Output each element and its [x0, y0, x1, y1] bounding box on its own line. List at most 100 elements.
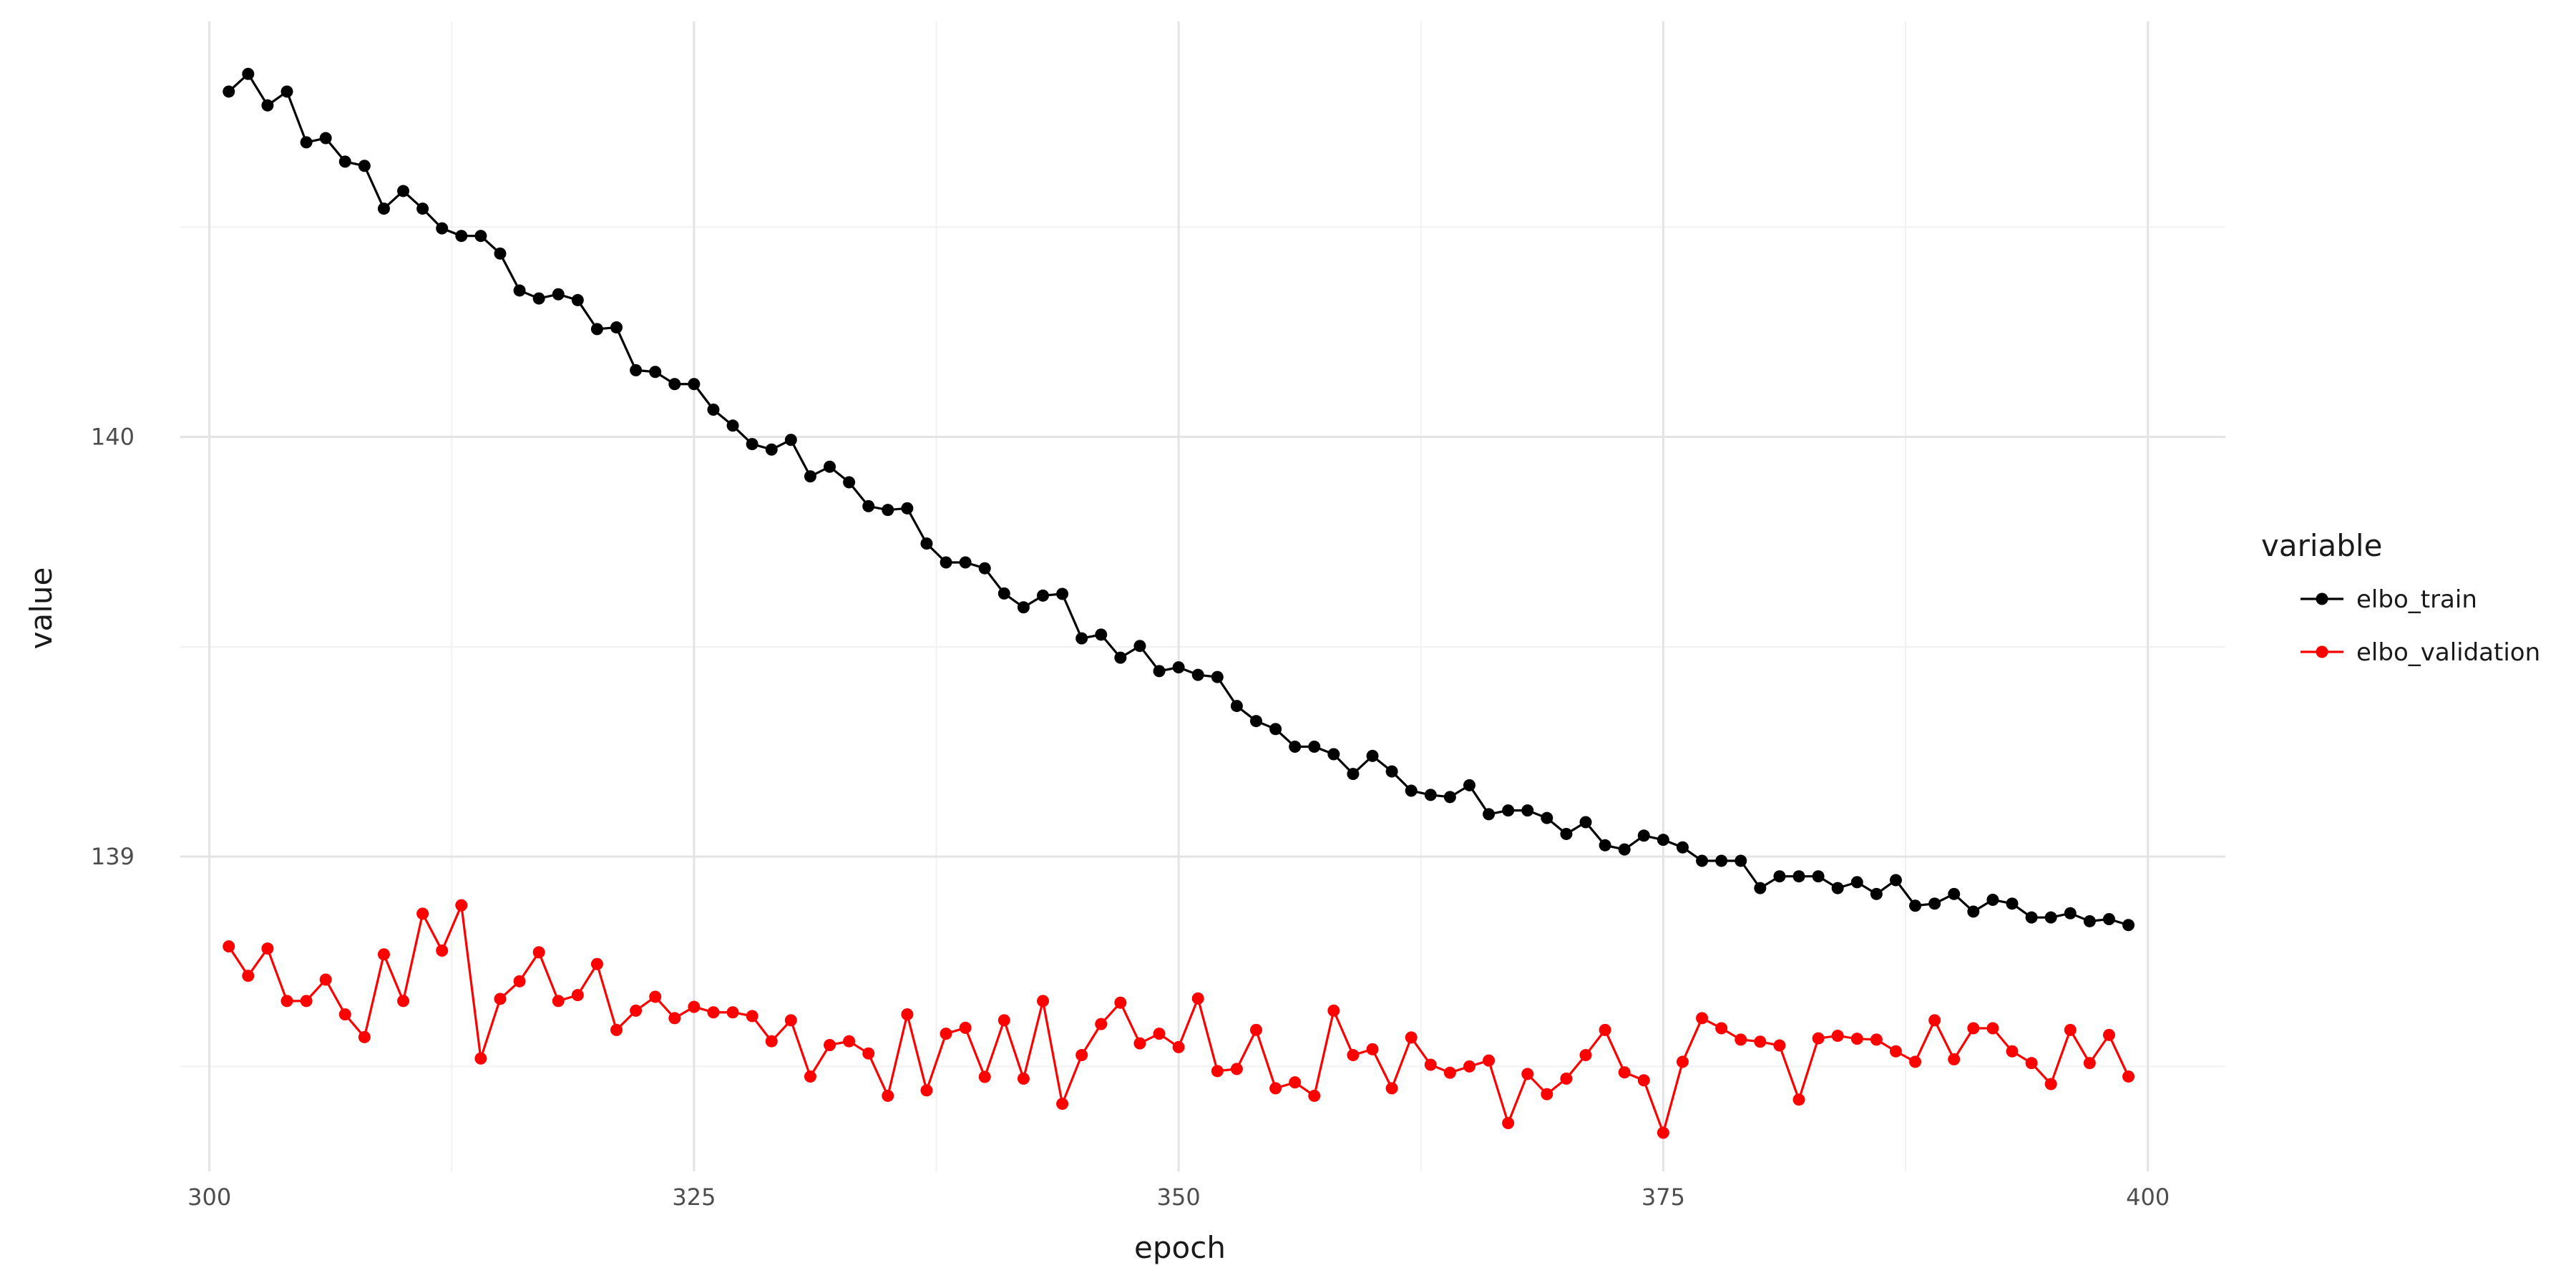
data-point — [630, 364, 643, 376]
data-point — [1463, 1060, 1475, 1073]
data-point — [901, 1008, 914, 1021]
data-point — [1502, 804, 1515, 817]
data-point — [1618, 843, 1631, 856]
data-point — [1443, 791, 1456, 804]
x-tick-label: 375 — [1641, 1184, 1685, 1211]
data-point — [280, 995, 293, 1008]
data-point — [1909, 1055, 1922, 1068]
legend-title: variable — [2261, 528, 2382, 563]
data-point — [1230, 700, 1243, 713]
data-point — [1967, 1022, 1980, 1035]
data-point — [1812, 870, 1825, 883]
data-point — [882, 504, 894, 517]
x-axis-ticks: 300 325 350 375 400 — [187, 1184, 2170, 1211]
data-point — [688, 378, 701, 391]
data-point — [319, 973, 332, 986]
data-point — [997, 587, 1010, 600]
data-point — [1385, 765, 1398, 778]
data-point — [1056, 587, 1069, 600]
data-point — [862, 499, 875, 512]
data-point — [610, 1023, 623, 1036]
data-point — [1889, 874, 1902, 887]
data-point — [416, 203, 429, 215]
data-point — [978, 562, 991, 575]
data-point — [1676, 1055, 1689, 1068]
data-point — [532, 946, 545, 959]
data-point — [1637, 829, 1650, 842]
data-point — [280, 85, 293, 98]
data-point — [1153, 1028, 1166, 1040]
data-point — [1191, 992, 1204, 1005]
data-point — [1967, 905, 1980, 918]
data-point — [765, 1035, 778, 1048]
data-point — [1754, 882, 1767, 894]
data-point — [2006, 1045, 2019, 1058]
data-point — [377, 203, 390, 215]
legend-item-elbo_train: elbo_train — [2301, 585, 2477, 614]
data-point — [1657, 1126, 1669, 1139]
data-point — [1191, 668, 1204, 681]
data-point — [1986, 1022, 1999, 1035]
data-point — [1037, 589, 1050, 602]
data-point — [1521, 804, 1534, 817]
data-point — [649, 990, 662, 1003]
data-point — [300, 995, 313, 1008]
data-point — [300, 136, 313, 149]
data-point — [2006, 897, 2019, 910]
data-point — [1114, 996, 1127, 1009]
data-point — [1133, 640, 1146, 653]
data-point — [707, 1006, 720, 1019]
data-point — [824, 460, 836, 473]
data-point — [1037, 995, 1050, 1008]
legend: variable elbo_train elbo_validation — [2261, 528, 2540, 667]
data-point — [1696, 1012, 1709, 1025]
data-point — [552, 995, 565, 1008]
data-point — [1056, 1098, 1069, 1111]
data-point — [1424, 1058, 1437, 1071]
data-point — [784, 434, 797, 447]
data-point — [1075, 632, 1088, 645]
data-point — [261, 942, 274, 955]
legend-key-point — [2316, 592, 2328, 605]
data-point — [1249, 1023, 1262, 1036]
data-point — [1095, 628, 1108, 641]
data-point — [1289, 740, 1302, 753]
data-point — [765, 443, 778, 456]
data-point — [2083, 914, 2096, 927]
data-point — [552, 288, 565, 301]
data-point — [494, 247, 507, 260]
data-point — [843, 1035, 856, 1048]
data-point — [1308, 740, 1321, 753]
x-tick-label: 400 — [2126, 1184, 2170, 1211]
data-point — [978, 1070, 991, 1083]
data-point — [1735, 1033, 1747, 1046]
x-axis-title: epoch — [1134, 1230, 1226, 1265]
data-point — [1114, 651, 1127, 664]
data-point — [1715, 854, 1728, 867]
data-point — [1483, 1054, 1496, 1067]
data-point — [1599, 1023, 1611, 1036]
y-axis-title: value — [24, 567, 59, 650]
data-point — [474, 1052, 487, 1065]
data-point — [2122, 919, 2135, 932]
data-point — [1366, 749, 1379, 762]
data-point — [494, 992, 507, 1005]
data-point — [1502, 1117, 1515, 1130]
data-point — [1831, 882, 1844, 894]
series-elbo_validation — [223, 899, 2135, 1139]
data-point — [1289, 1076, 1302, 1089]
legend-label: elbo_train — [2356, 585, 2477, 614]
data-point — [726, 1006, 739, 1019]
data-point — [1850, 1033, 1863, 1045]
data-point — [1735, 854, 1747, 867]
series-layer — [223, 67, 2135, 1139]
data-point — [338, 1008, 351, 1021]
data-point — [2025, 911, 2038, 924]
data-point — [397, 185, 410, 197]
data-point — [707, 404, 720, 416]
data-point — [2044, 911, 2057, 924]
data-point — [474, 230, 487, 243]
data-point — [1579, 1049, 1592, 1062]
data-point — [1211, 1065, 1224, 1078]
